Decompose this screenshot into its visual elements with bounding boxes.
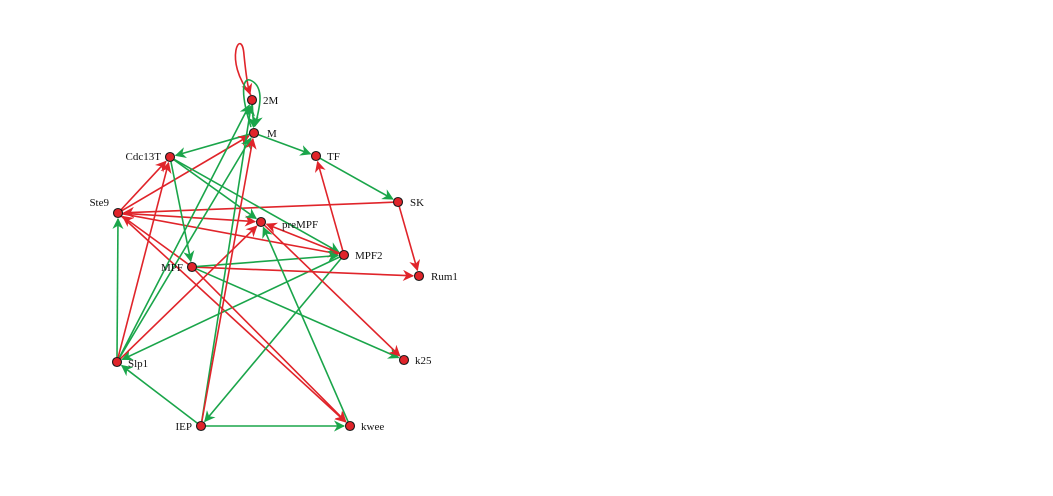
edge-prempf-to-k25 [263,224,401,357]
edge-m-to-cdc13t [174,133,250,159]
node-dot [112,207,124,219]
node-label: Rum1 [431,271,458,283]
edge-ste9-to-mpf2 [122,213,340,258]
node-dot [310,150,322,162]
edge-mpf2-to-slp1 [121,256,341,361]
node-k25: k25 [398,354,432,367]
edge-tf-to-sk [319,157,394,200]
node-dot [111,356,123,368]
edge-m-to-m [242,79,263,128]
node-label: MPF [161,262,183,274]
node-m: M [248,127,277,140]
edge-sk-to-rum1 [398,206,421,272]
edge-iep-to-slp1 [120,364,198,424]
node-dot [246,94,258,106]
node-label: Slp1 [128,358,148,370]
edge-slp1-to-2m [118,104,251,359]
node-dot [186,261,198,273]
node-label: 2M [263,95,279,107]
edge-mpf-to-kwee [194,269,347,423]
edge-mpf-to-ste9 [121,215,189,265]
edge-mpf-to-mpf2 [196,250,340,268]
node-dot [338,249,350,261]
node-label: TF [327,151,340,163]
node-label: preMPF [282,219,318,231]
edge-iep-to-m [201,137,257,422]
node-dot [255,216,267,228]
node-mpf2: MPF2 [338,249,383,262]
edge-cdc13t-to-prempf [173,158,258,220]
node-label: kwee [361,421,384,433]
edge-mpf-to-k25 [195,268,400,359]
edge-slp1-to-prempf [119,225,258,360]
node-ste9: Ste9 [89,197,124,219]
node-dot [392,196,404,208]
edge-iep-to-2m [200,104,256,422]
node-sk: SK [392,196,424,209]
node-dot [398,354,410,366]
node-label: IEP [176,421,193,433]
node-dot [344,420,356,432]
node-mpf: MPF [161,261,198,274]
edge-cdc13t-to-mpf2 [173,158,340,253]
edge-slp1-to-ste9 [112,217,124,358]
node-label: SK [410,197,424,209]
node-label: Cdc13T [126,151,162,163]
node-slp1: Slp1 [111,356,148,370]
node-label: k25 [415,355,432,367]
node-dot [164,151,176,163]
node-tf: TF [310,150,340,163]
node-rum1: Rum1 [413,270,458,283]
edges [112,42,421,432]
edge-kwee-to-prempf [262,226,349,423]
edge-ste9-to-kwee [120,215,347,423]
edge-slp1-to-m [118,137,252,359]
node-cdc13t: Cdc13T [126,151,176,163]
node-label: M [267,128,277,140]
node-label: MPF2 [355,250,383,262]
edge-mpf2-to-iep [204,257,342,423]
node-label: Ste9 [89,197,109,209]
node-iep: IEP [176,420,207,433]
node-dot [413,270,425,282]
edge-mpf2-to-prempf [265,222,341,255]
edge-2m-to-2m [234,42,253,96]
nodes: 2M M Cdc13T TF SK Ste9 preMPF MPF2 MPF Rum1 k25 Slp… [89,94,458,433]
edge-2m-to-m [247,104,259,129]
edge-mpf2-to-tf [314,160,344,251]
node-prempf: preMPF [255,216,318,231]
edge-slp1-to-cdc13t [117,161,172,358]
edge-mpf-to-rum1 [196,266,415,281]
node-dot [248,127,260,139]
node-2m: 2M [246,94,279,107]
edge-ste9-to-cdc13t [120,160,167,211]
node-dot [195,420,207,432]
node-kwee: kwee [344,420,384,433]
edge-m-to-tf [257,133,312,156]
